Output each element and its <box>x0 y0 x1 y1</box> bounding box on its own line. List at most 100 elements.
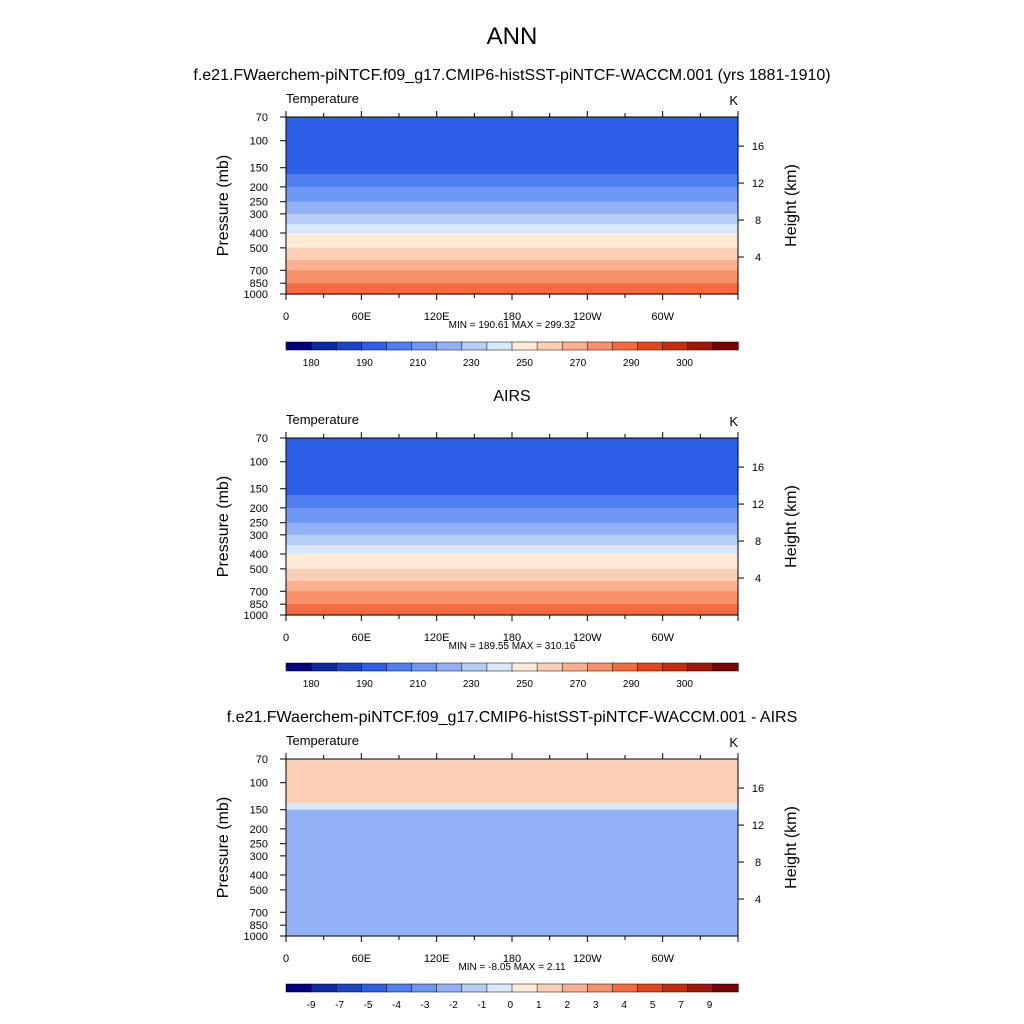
colorbar-label: -2 <box>449 1000 458 1011</box>
x-tick-label: 0 <box>283 311 289 323</box>
y-right-tick-label: 12 <box>752 820 764 832</box>
colorbar-label: 270 <box>570 358 587 369</box>
colorbar-segment <box>511 983 538 993</box>
y-tick-label: 150 <box>250 805 268 817</box>
colorbar-label: 5 <box>650 1000 656 1011</box>
y-tick-label: 250 <box>250 518 268 530</box>
colorbar-segment <box>587 341 614 351</box>
colorbar-segment <box>662 341 689 351</box>
panel-airs-temperature: Temperature K 0 60E 120E 180 120W 60W 70 100 150 20… <box>215 412 800 690</box>
colorbar-segment <box>662 983 689 993</box>
colorbar-segment <box>587 662 614 672</box>
colorbar-label: 290 <box>623 358 640 369</box>
temperature-band <box>286 591 738 605</box>
colorbar-label: 180 <box>303 358 320 369</box>
y-tick-label: 500 <box>250 885 268 897</box>
colorbar-segment <box>436 341 463 351</box>
colorbar-label: -4 <box>392 1000 401 1011</box>
y-tick-label: 150 <box>250 163 268 175</box>
temperature-band <box>286 438 738 490</box>
variable-label: Temperature <box>286 412 359 427</box>
colorbar-segment <box>436 983 463 993</box>
y-tick-label: 700 <box>250 265 268 277</box>
y-axis-title: Pressure (mb) <box>215 797 232 898</box>
panel1-title: f.e21.FWaerchem-piNTCF.f09_g17.CMIP6-his… <box>193 67 830 84</box>
panel-model-temperature: Temperature K 0 60E 120E 180 120W 60W 70 100 150 20… <box>215 91 800 369</box>
y-tick-label: 200 <box>250 503 268 515</box>
temperature-band <box>286 201 738 215</box>
temperature-band <box>286 270 738 284</box>
y-tick-label: 150 <box>250 484 268 496</box>
colorbar-label: 2 <box>564 1000 570 1011</box>
y-tick-label: 400 <box>250 870 268 882</box>
y-right-tick-label: 4 <box>755 894 761 906</box>
colorbar-segment <box>561 662 588 672</box>
temperature-band <box>286 604 738 616</box>
colorbar-segment <box>687 341 714 351</box>
variable-label: Temperature <box>286 733 359 748</box>
x-tick-label: 60E <box>352 632 372 644</box>
temperature-band <box>286 507 738 524</box>
colorbar-label: 230 <box>463 679 480 690</box>
colorbar-segment <box>461 983 488 993</box>
colorbar-segment <box>386 662 413 672</box>
min-max-label: MIN = 190.61 MAX = 299.32 <box>449 320 576 331</box>
colorbar-label: 250 <box>516 679 533 690</box>
colorbar-label: 230 <box>463 358 480 369</box>
y-tick-label: 200 <box>250 182 268 194</box>
colorbar-segment <box>637 341 664 351</box>
units-label: K <box>729 414 738 429</box>
y-tick-label: 300 <box>250 851 268 863</box>
x-tick-label: 180 <box>503 632 521 644</box>
colorbar-segment <box>436 662 463 672</box>
colorbar-segment <box>285 341 312 351</box>
x-tick-label: 120E <box>424 632 450 644</box>
panel-difference-temperature: Temperature K0 60E 120E 180 120W 60W7010015020… <box>215 733 800 1011</box>
temperature-band <box>286 581 738 592</box>
temperature-band <box>286 247 738 261</box>
y-right-tick-label: 12 <box>752 499 764 511</box>
y-tick-label: 70 <box>256 433 268 445</box>
y-right-tick-label: 4 <box>755 573 761 585</box>
colorbar-segment <box>310 341 337 351</box>
y-right-tick-label: 16 <box>752 462 764 474</box>
colorbar-segment <box>486 983 513 993</box>
y-right-tick-label: 16 <box>752 141 764 153</box>
temperature-band <box>286 117 738 169</box>
y-right-tick-label: 12 <box>752 178 764 190</box>
temperature-band <box>286 233 738 249</box>
colorbar-segment <box>712 983 739 993</box>
colorbar-label: 9 <box>707 1000 713 1011</box>
colorbar-segment <box>411 341 438 351</box>
colorbar-segment <box>310 662 337 672</box>
y-axis-title: Pressure (mb) <box>215 476 232 577</box>
y-right-tick-label: 8 <box>755 857 761 869</box>
temperature-band <box>286 545 738 555</box>
colorbar-segment <box>637 662 664 672</box>
colorbar-segment <box>687 983 714 993</box>
colorbar-segment <box>361 662 388 672</box>
colorbar-segment <box>536 983 563 993</box>
colorbar-label: 210 <box>409 358 426 369</box>
colorbar-label: -7 <box>335 1000 344 1011</box>
units-label: K <box>729 93 738 108</box>
temperature-band <box>286 213 738 225</box>
colorbar-label: -9 <box>307 1000 316 1011</box>
colorbar-label: 4 <box>621 1000 627 1011</box>
y-right-tick-label: 8 <box>755 536 761 548</box>
y-right-axis-title: Height (km) <box>783 485 800 568</box>
colorbar-label: 270 <box>570 679 587 690</box>
x-tick-label: 120W <box>573 953 602 965</box>
colorbar-segment <box>712 341 739 351</box>
y-tick-label: 700 <box>250 907 268 919</box>
colorbar-label: 210 <box>409 679 426 690</box>
y-tick-label: 700 <box>250 586 268 598</box>
colorbar-segment <box>536 662 563 672</box>
y-right-tick-label: 8 <box>755 215 761 227</box>
y-tick-label: 100 <box>250 778 268 790</box>
x-tick-label: 60E <box>352 311 372 323</box>
colorbar-segment <box>612 341 639 351</box>
colorbar-label: 7 <box>678 1000 684 1011</box>
y-tick-label: 850 <box>250 599 268 611</box>
colorbar-label: 300 <box>676 679 693 690</box>
